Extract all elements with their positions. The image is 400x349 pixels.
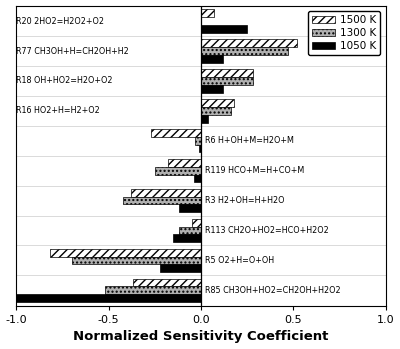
Bar bbox=[168, 159, 201, 167]
Text: R5 O2+H=O+OH: R5 O2+H=O+OH bbox=[205, 256, 274, 265]
Text: R113 CH2O+HO2=HCO+H2O2: R113 CH2O+HO2=HCO+H2O2 bbox=[205, 226, 328, 235]
Bar bbox=[201, 99, 234, 107]
Bar bbox=[201, 25, 247, 33]
Text: R20 2HO2=H2O2+O2: R20 2HO2=H2O2+O2 bbox=[16, 17, 104, 25]
X-axis label: Normalized Sensitivity Coefficient: Normalized Sensitivity Coefficient bbox=[73, 331, 329, 343]
Bar bbox=[151, 129, 201, 137]
Bar bbox=[201, 107, 230, 115]
Bar bbox=[105, 287, 201, 294]
Bar bbox=[201, 115, 208, 122]
Legend: 1500 K, 1300 K, 1050 K: 1500 K, 1300 K, 1050 K bbox=[308, 11, 380, 55]
Text: R18 OH+HO2=H2O+O2: R18 OH+HO2=H2O+O2 bbox=[16, 76, 113, 86]
Bar bbox=[173, 235, 201, 242]
Text: R6 H+OH+M=H2O+M: R6 H+OH+M=H2O+M bbox=[205, 136, 294, 145]
Bar bbox=[16, 294, 201, 302]
Bar bbox=[133, 279, 201, 287]
Bar bbox=[196, 137, 201, 144]
Text: R85 CH3OH+HO2=CH2OH+H2O2: R85 CH3OH+HO2=CH2OH+H2O2 bbox=[205, 286, 340, 295]
Bar bbox=[201, 39, 297, 47]
Bar bbox=[179, 227, 201, 235]
Bar bbox=[201, 47, 288, 55]
Bar bbox=[192, 219, 201, 227]
Bar bbox=[50, 249, 201, 257]
Bar bbox=[160, 264, 201, 272]
Bar bbox=[201, 77, 253, 85]
Bar bbox=[194, 174, 201, 182]
Bar bbox=[199, 144, 201, 153]
Bar bbox=[201, 9, 214, 17]
Bar bbox=[201, 69, 253, 77]
Text: R77 CH3OH+H=CH2OH+H2: R77 CH3OH+H=CH2OH+H2 bbox=[16, 46, 129, 55]
Bar bbox=[201, 85, 223, 92]
Bar bbox=[179, 205, 201, 212]
Bar bbox=[155, 167, 201, 174]
Bar bbox=[201, 55, 223, 63]
Bar bbox=[131, 189, 201, 197]
Text: R3 H2+OH=H+H2O: R3 H2+OH=H+H2O bbox=[205, 196, 284, 205]
Bar bbox=[72, 257, 201, 264]
Text: R119 HCO+M=H+CO+M: R119 HCO+M=H+CO+M bbox=[205, 166, 304, 175]
Text: R16 HO2+H=H2+O2: R16 HO2+H=H2+O2 bbox=[16, 106, 100, 115]
Bar bbox=[124, 197, 201, 205]
